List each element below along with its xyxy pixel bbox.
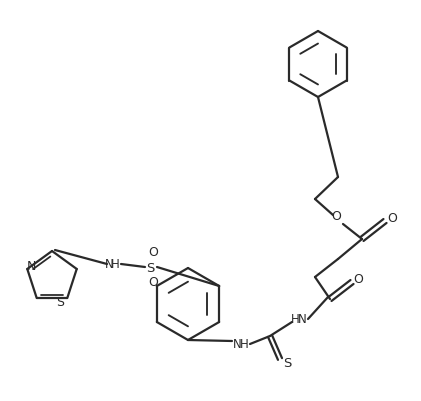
Text: S: S — [146, 261, 154, 274]
Text: N: N — [233, 338, 241, 350]
Text: S: S — [56, 295, 64, 308]
Text: N: N — [298, 313, 306, 326]
Text: H: H — [240, 338, 248, 350]
Text: O: O — [353, 273, 363, 286]
Text: O: O — [331, 210, 341, 223]
Text: N: N — [27, 260, 36, 273]
Text: O: O — [148, 246, 158, 259]
Text: O: O — [148, 276, 158, 289]
Text: H: H — [111, 258, 120, 271]
Text: O: O — [387, 212, 397, 225]
Text: N: N — [105, 258, 113, 271]
Text: H: H — [290, 313, 299, 326]
Text: S: S — [283, 356, 291, 370]
